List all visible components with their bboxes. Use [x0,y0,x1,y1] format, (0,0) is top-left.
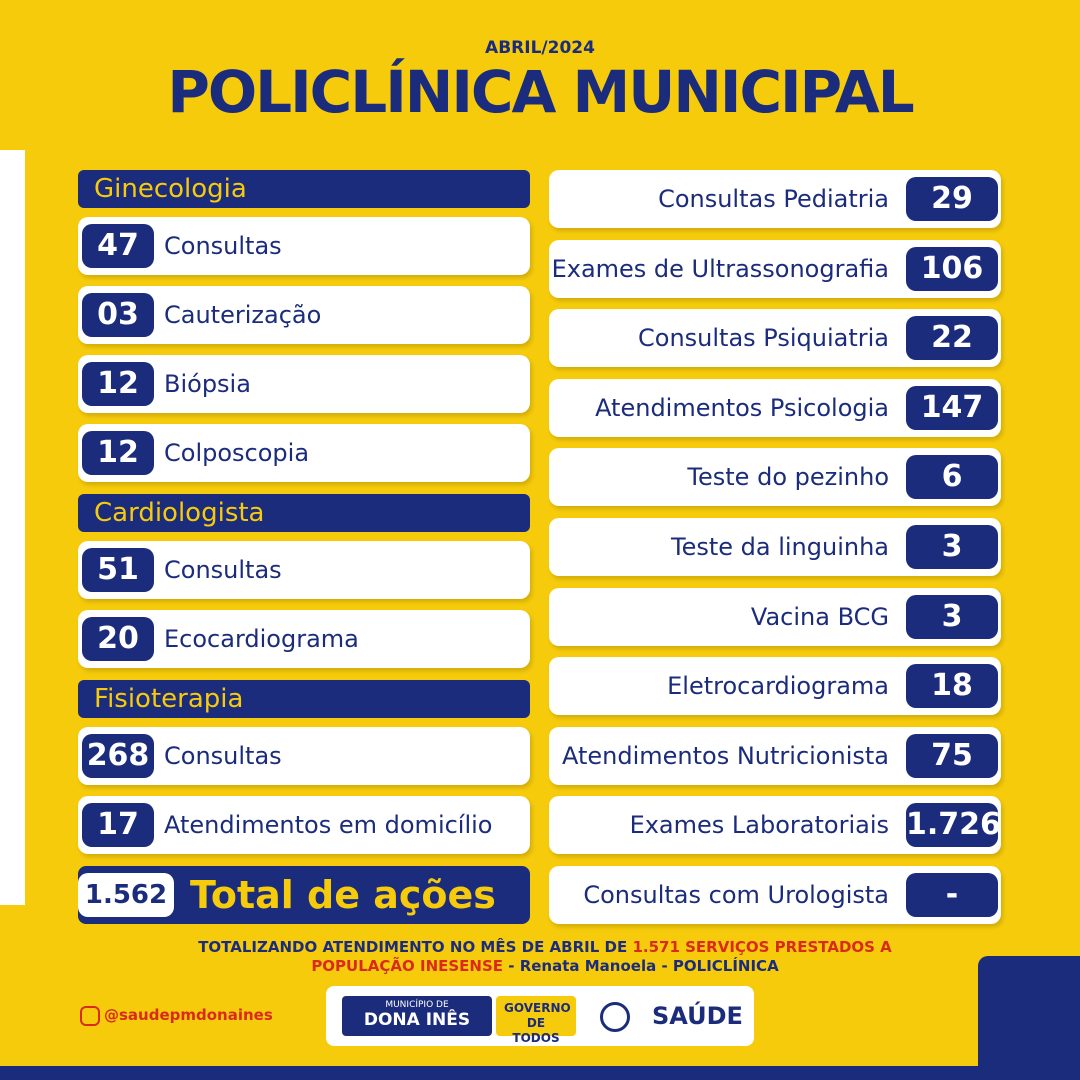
stat-row: Eletrocardiograma 18 [549,657,1001,716]
stat-label: Biópsia [164,370,251,398]
stat-row: Teste da linguinha 3 [549,518,1001,576]
stat-value: 6 [906,455,998,500]
stat-value: 51 [82,548,154,592]
stat-label: Colposcopia [164,439,310,467]
stat-label: Exames de Ultrassonografia [551,254,889,283]
saude-logo: SAÚDE [652,1002,743,1030]
side-bar [0,150,25,905]
bottom-strip [0,1066,1080,1080]
stat-row: Vacina BCG 3 [549,587,1001,646]
stat-row: Exames Laboratoriais 1.726 [549,796,1001,855]
stat-row: 20 Ecocardiograma [78,610,530,668]
stat-value: 29 [906,177,998,221]
stat-row: Exames de Ultrassonografia 106 [549,239,1001,298]
stat-value: 147 [906,385,998,430]
stat-label: Eletrocardiograma [667,672,889,701]
stat-label: Exames Laboratoriais [629,811,889,840]
stat-label: Consultas [164,232,282,260]
stat-value: 268 [82,734,154,778]
stat-value: 3 [906,594,998,639]
stat-label: Cauterização [164,301,322,329]
stat-value: 22 [906,316,998,361]
stat-value: 75 [906,733,998,778]
section-header: Ginecologia [78,170,530,208]
footer-text: TOTALIZANDO ATENDIMENTO NO MÊS DE ABRIL … [160,938,930,976]
stat-label: Consultas [164,556,282,584]
stat-value: 3 [906,525,998,569]
stat-row: 17 Atendimentos em domicílio [78,796,530,854]
stat-value: - [906,873,998,917]
stat-row: 12 Colposcopia [78,424,530,482]
stat-label: Consultas Pediatria [658,185,889,213]
stat-label: Atendimentos em domicílio [164,811,493,839]
stat-value: 03 [82,293,154,337]
stat-label: Consultas com Urologista [583,881,889,909]
stat-row: 03 Cauterização [78,286,530,344]
stat-value: 12 [82,362,154,406]
logo-strip: MUNICÍPIO DE DONA INÊS GOVERNO DE TODOS … [326,986,754,1046]
section-header: Cardiologista [78,494,530,532]
instagram-handle: @saudepmdonaines [104,1006,273,1024]
corner-shape [978,956,1080,1080]
stat-row: Consultas com Urologista - [549,866,1001,924]
stat-row: Teste do pezinho 6 [549,448,1001,507]
municipio-logo: MUNICÍPIO DE DONA INÊS [342,996,492,1036]
stat-row: Consultas Pediatria 29 [549,170,1001,228]
stat-label: Teste do pezinho [687,463,889,492]
health-icon [600,1002,630,1032]
stat-label: Consultas [164,742,282,770]
stat-row: Consultas Psiquiatria 22 [549,309,1001,368]
stat-row: Atendimentos Nutricionista 75 [549,726,1001,785]
stat-value: 106 [906,246,998,291]
stat-value: 20 [82,617,154,661]
footer-part: - Renata Manoela - POLICLÍNICA [508,957,779,975]
section-header: Fisioterapia [78,680,530,718]
logo-text: MUNICÍPIO DE [385,1000,449,1010]
stat-label: Teste da linguinha [670,533,889,561]
stat-row: 268 Consultas [78,727,530,785]
stat-value: 1.726 [906,803,1001,848]
stat-value: 47 [82,224,154,268]
stat-value: 12 [82,431,154,475]
total-label: Total de ações [190,873,496,917]
footer-highlight: 1.571 SERVIÇOS PRESTADOS A POPULAÇÃO INE… [311,938,892,975]
footer-part: TOTALIZANDO ATENDIMENTO NO MÊS DE ABRIL … [198,938,628,956]
total-row: 1.562 Total de ações [78,866,530,924]
stat-value: 17 [82,803,154,847]
date: ABRIL/2024 [485,38,595,58]
governo-logo: GOVERNO DE TODOS [496,996,576,1045]
stat-label: Consultas Psiquiatria [638,324,889,353]
stat-label: Ecocardiograma [164,625,359,653]
stat-row: 51 Consultas [78,541,530,599]
stat-value: 18 [906,664,998,709]
stat-row: Atendimentos Psicologia 147 [549,378,1001,437]
stat-label: Atendimentos Nutricionista [561,741,889,770]
stat-row: 12 Biópsia [78,355,530,413]
total-value: 1.562 [78,873,174,917]
title: POLICLÍNICA MUNICIPAL [167,58,914,126]
stat-label: Atendimentos Psicologia [595,393,889,422]
logo-text: DONA INÊS [363,1010,471,1030]
stat-label: Vacina BCG [750,602,889,631]
instagram-icon [80,1006,100,1026]
stat-row: 47 Consultas [78,217,530,275]
